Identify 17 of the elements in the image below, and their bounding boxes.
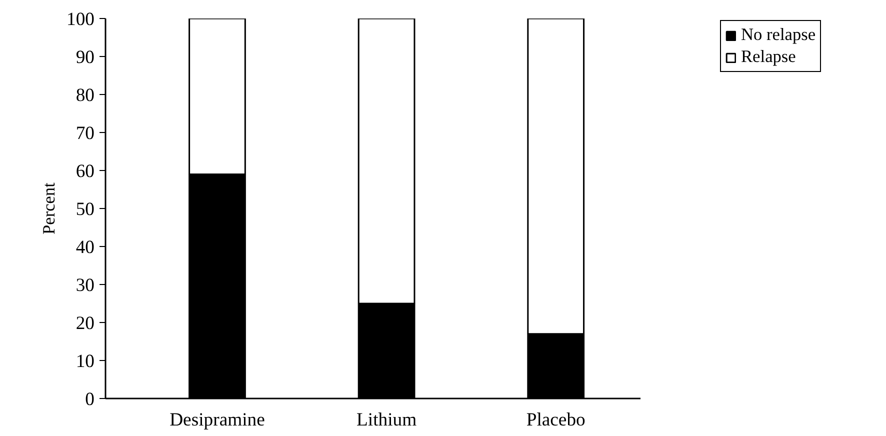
y-tick-label: 10	[76, 351, 94, 372]
y-tick-label: 80	[76, 85, 94, 106]
y-tick-label: 60	[76, 161, 94, 182]
x-tick-label: Lithium	[356, 410, 418, 430]
y-axis-title: Percent	[40, 182, 59, 234]
x-tick-label: Desipramine	[170, 410, 265, 430]
y-tick-label: 0	[85, 389, 94, 410]
legend-label: No relapse	[741, 25, 816, 45]
y-tick-label: 70	[76, 123, 94, 144]
y-tick-label: 90	[76, 47, 94, 68]
y-tick-label: 20	[76, 313, 94, 334]
x-tick-label: Placebo	[526, 410, 586, 430]
y-tick-label: 40	[76, 237, 94, 258]
y-tick-label: 100	[66, 9, 94, 30]
legend-label: Relapse	[741, 47, 796, 67]
y-tick-label: 50	[76, 199, 94, 220]
y-tick-label: 30	[76, 275, 94, 296]
